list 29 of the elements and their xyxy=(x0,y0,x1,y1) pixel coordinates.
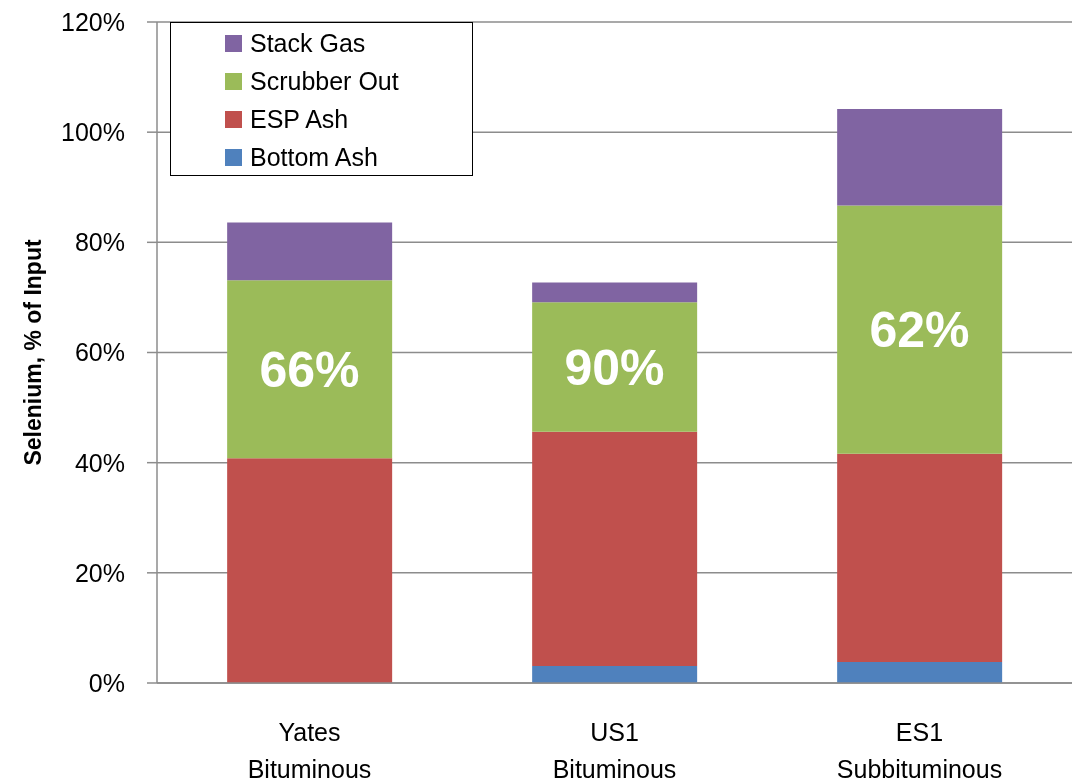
bar xyxy=(837,453,1003,663)
annotation: 66% xyxy=(259,342,360,399)
x-tick-label: ES1 Subbituminous xyxy=(836,718,1003,782)
y-tick-label: 0% xyxy=(88,668,125,697)
y-tick-label: 80% xyxy=(74,228,125,257)
y-tick-label: 100% xyxy=(61,118,125,147)
y-tick-label: 20% xyxy=(74,558,125,587)
bar xyxy=(532,431,698,666)
bar xyxy=(227,458,393,683)
x-tick-label: US1 Bituminous xyxy=(552,718,677,782)
x-tick-label: Yates Bituminous xyxy=(247,718,372,782)
y-tick-label: 40% xyxy=(74,448,125,477)
annotation: 62% xyxy=(869,302,970,359)
bar xyxy=(532,665,698,683)
bar xyxy=(532,302,698,432)
y-tick-label: 60% xyxy=(74,338,125,367)
bar xyxy=(227,222,393,281)
annotation: 90% xyxy=(564,339,665,396)
bar xyxy=(227,280,393,459)
bar xyxy=(532,282,698,303)
bar xyxy=(837,109,1003,206)
bar xyxy=(837,662,1003,683)
legend-label: Bottom Ash xyxy=(250,142,378,172)
legend-label: Scrubber Out xyxy=(250,66,399,96)
y-tick-label: 120% xyxy=(61,7,125,36)
bar xyxy=(837,205,1003,454)
legend-label: ESP Ash xyxy=(250,104,349,134)
y-axis-title: Selenium, % of Input xyxy=(20,239,46,466)
legend-label: Stack Gas xyxy=(250,28,366,58)
